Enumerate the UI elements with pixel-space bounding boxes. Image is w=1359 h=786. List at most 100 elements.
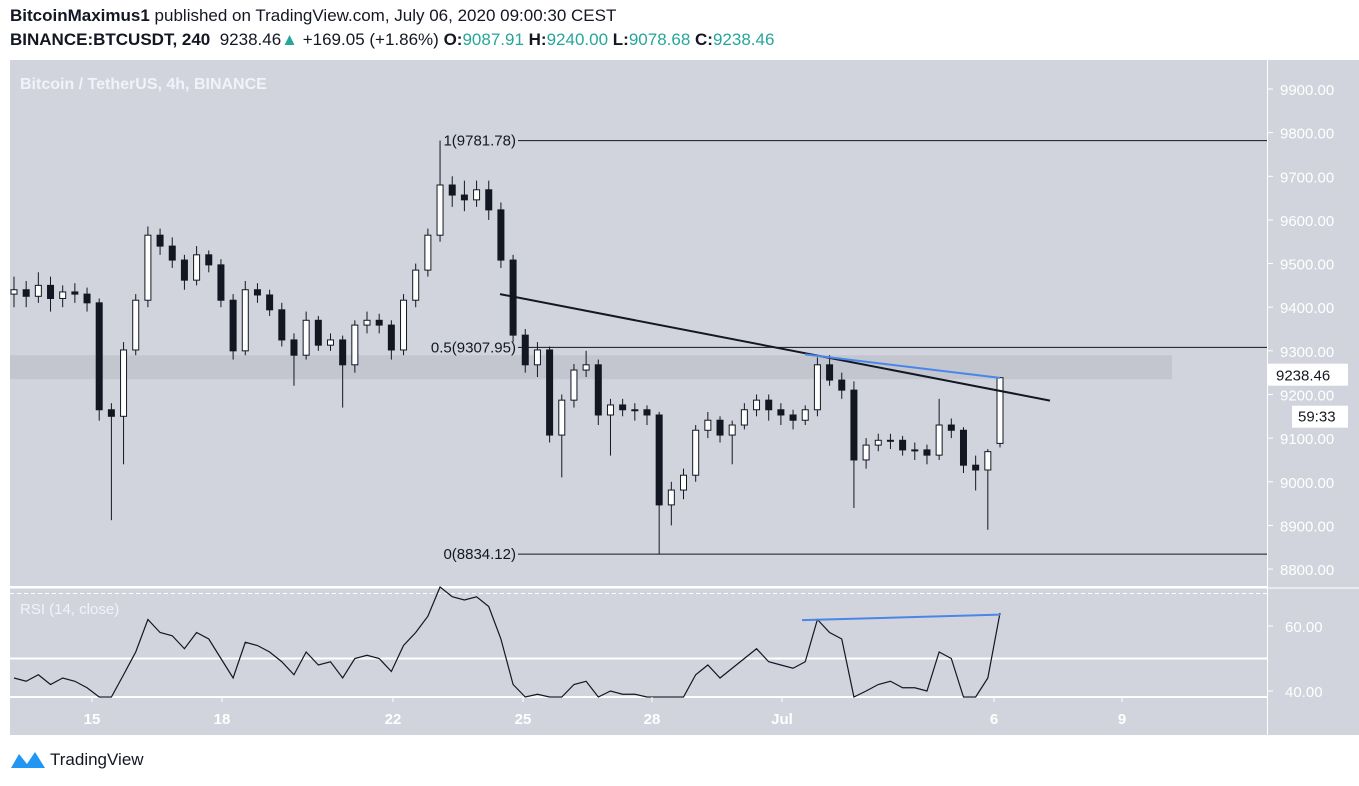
chart-title: Bitcoin / TetherUS, 4h, BINANCE (20, 76, 267, 93)
candle-down (972, 464, 980, 471)
rsi-tick-label: 60.00 (1285, 619, 1323, 636)
candle-up (631, 409, 639, 412)
candle-up (193, 254, 201, 281)
candle-up (740, 409, 748, 426)
close-value: 9238.46 (712, 30, 775, 49)
candle-down (460, 194, 468, 201)
candle-up (886, 439, 894, 442)
last-price-badge (1268, 363, 1348, 386)
candle-down (314, 319, 322, 346)
candle-up (302, 319, 310, 356)
candle-down (655, 414, 663, 506)
fib-level-label: 1(9781.78) (443, 133, 516, 150)
time-tick-label: 6 (990, 711, 998, 728)
open-value: 9087.91 (462, 30, 524, 49)
candle-down (643, 409, 651, 416)
price-tick-label: 9900.00 (1280, 82, 1334, 99)
candle-down (229, 299, 237, 352)
candle-down (716, 419, 724, 436)
candle-up (558, 399, 566, 436)
candle-down (205, 254, 213, 266)
rsi-pane[interactable] (10, 588, 1267, 697)
price-tick-label: 9100.00 (1280, 431, 1334, 448)
candle-up (412, 269, 420, 301)
countdown-badge (1292, 405, 1348, 428)
candle-down (765, 399, 773, 411)
candle-up (241, 289, 249, 352)
candle-down (777, 409, 785, 416)
main-pane[interactable] (10, 60, 1267, 586)
candle-up (692, 429, 700, 476)
symbol-info: BINANCE:BTCUSDT, 240 9238.46▲ +169.05 (+… (10, 30, 774, 50)
candle-up (34, 284, 42, 297)
price-divergence-line (804, 353, 1001, 379)
price-axis[interactable] (1268, 60, 1359, 735)
candle-up (935, 424, 943, 456)
candle-up (862, 444, 870, 461)
time-tick-label: Jul (771, 711, 793, 728)
candle-up (436, 184, 444, 236)
descending-trendline (499, 293, 1051, 402)
time-tick-label: 15 (84, 711, 101, 728)
candle-up (874, 439, 882, 446)
candle-down (107, 409, 115, 417)
candle-down (253, 289, 261, 296)
time-tick-label: 9 (1118, 711, 1126, 728)
open-label: O: (443, 30, 463, 49)
price-tick-label: 9700.00 (1280, 169, 1334, 186)
candle-down (838, 379, 846, 391)
candle-up (570, 369, 578, 401)
candle-up (606, 404, 614, 416)
candle-down (278, 309, 286, 341)
candle-down (47, 284, 55, 299)
candle-down (546, 349, 554, 436)
candle-up (400, 299, 408, 351)
price-tick-label: 9200.00 (1280, 387, 1334, 404)
candle-down (387, 324, 395, 351)
candle-down (290, 339, 298, 356)
candle-up (10, 289, 18, 295)
published-text: published on TradingView.com, July 06, 2… (154, 6, 617, 25)
low-label: L: (612, 30, 629, 49)
candle-up (533, 349, 541, 366)
price-tick-label: 9800.00 (1280, 126, 1334, 143)
fib-level-label: 0.5(9307.95) (431, 339, 516, 356)
price-tick-label: 9300.00 (1280, 344, 1334, 361)
support-resistance-zone (10, 355, 1172, 380)
candle-up (704, 419, 712, 431)
rsi-label: RSI (14, close) (20, 601, 119, 618)
candle-down (923, 449, 931, 456)
price-tick-label: 8900.00 (1280, 518, 1334, 535)
candle-down (375, 319, 383, 326)
candle-down (594, 364, 602, 416)
price-tick-label: 9400.00 (1280, 300, 1334, 317)
tradingview-logo[interactable]: TradingView (10, 750, 144, 770)
symbol: BINANCE:BTCUSDT, 240 (10, 30, 211, 49)
candle-up (801, 409, 809, 421)
price-change: +169.05 (+1.86%) (302, 30, 439, 49)
close-label: C: (695, 30, 713, 49)
candle-up (144, 234, 152, 301)
candle-up (728, 424, 736, 436)
rsi-line (13, 586, 1001, 698)
price-tick-label: 9000.00 (1280, 475, 1334, 492)
price-tick-label: 8800.00 (1280, 562, 1334, 579)
candle-up (59, 291, 67, 299)
brand-name: TradingView (50, 750, 144, 769)
candle-up (753, 399, 761, 411)
candle-down (619, 404, 627, 411)
candle-down (947, 424, 955, 431)
rsi-tick-label: 40.00 (1285, 684, 1323, 701)
candle-up (326, 339, 334, 346)
time-tick-label: 22 (385, 711, 402, 728)
candle-down (850, 389, 858, 461)
high-value: 9240.00 (546, 30, 609, 49)
author[interactable]: BitcoinMaximus1 (10, 6, 150, 25)
candle-down (95, 302, 103, 411)
candle-up (132, 299, 140, 351)
high-label: H: (528, 30, 547, 49)
time-axis[interactable] (10, 698, 1267, 735)
candle-down (266, 294, 274, 311)
candle-up (424, 234, 432, 271)
